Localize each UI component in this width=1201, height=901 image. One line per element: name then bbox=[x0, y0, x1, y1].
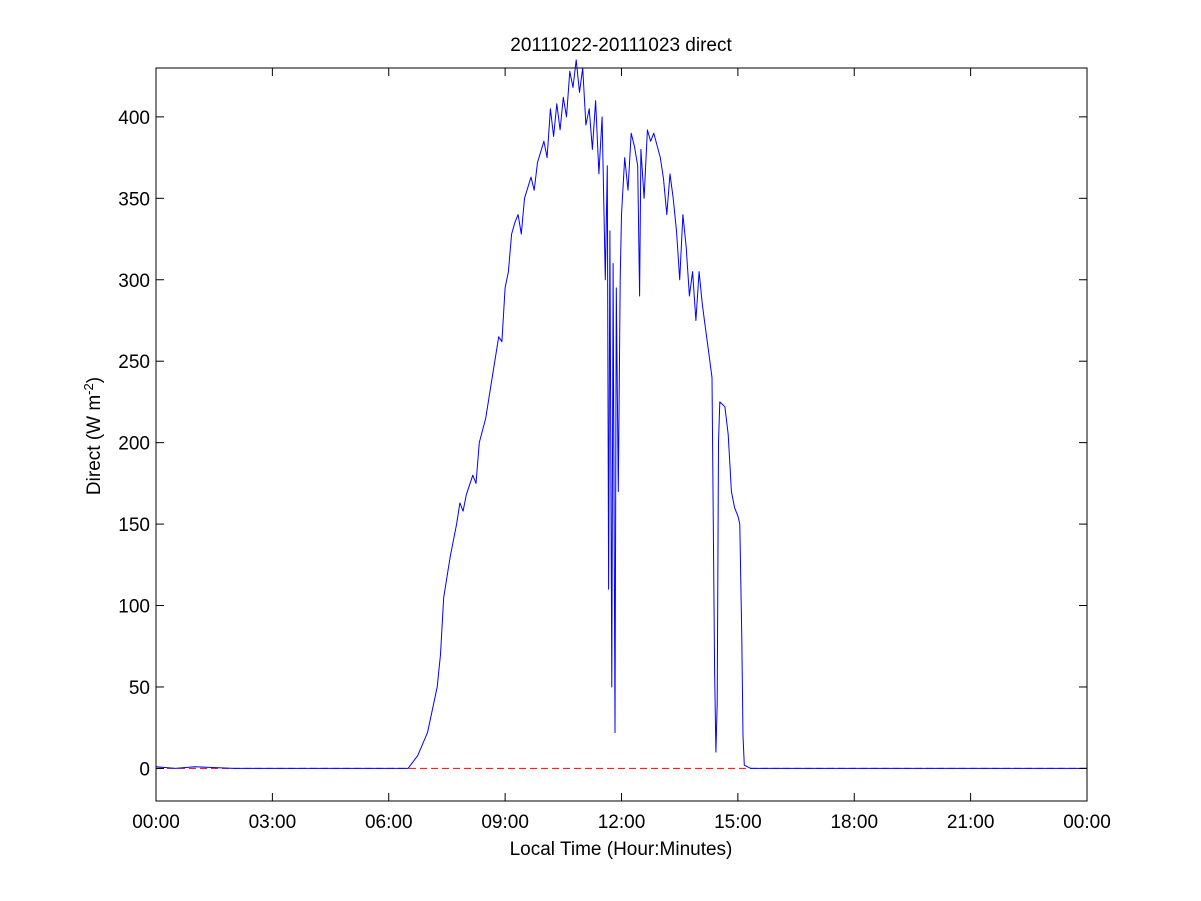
series-line-0 bbox=[155, 59, 1087, 769]
plot-area bbox=[156, 68, 1087, 801]
x-tick-label: 00:00 bbox=[132, 812, 180, 833]
x-tick-label: 09:00 bbox=[481, 812, 529, 833]
x-tick-label: 12:00 bbox=[598, 812, 646, 833]
x-axis: 00:00 03:00 06:00 09:00 12:00 15:00 18:00 21:00… bbox=[132, 68, 1111, 833]
y-tick-label: 350 bbox=[118, 189, 150, 210]
y-tick-label: 200 bbox=[118, 434, 150, 455]
x-tick-label: 18:00 bbox=[830, 812, 878, 833]
y-axis-label-main: Direct (W m bbox=[84, 395, 105, 495]
y-axis: 0 50 100 150 200 250 300 350 400 bbox=[118, 108, 1087, 780]
y-tick-label: 400 bbox=[118, 108, 150, 129]
x-axis-label: Local Time (Hour:Minutes) bbox=[510, 839, 733, 860]
series-layer bbox=[155, 59, 1087, 769]
y-tick-label: 100 bbox=[118, 597, 150, 618]
x-tick-label: 06:00 bbox=[365, 812, 413, 833]
x-tick-label: 15:00 bbox=[714, 812, 762, 833]
x-tick-label: 00:00 bbox=[1063, 812, 1111, 833]
y-tick-label: 300 bbox=[118, 271, 150, 292]
y-tick-label: 0 bbox=[139, 759, 150, 780]
x-tick-label: 21:00 bbox=[947, 812, 995, 833]
y-axis-label-close: ) bbox=[84, 377, 105, 383]
chart-title: 20111022-20111023 direct bbox=[510, 35, 732, 56]
y-tick-label: 250 bbox=[118, 352, 150, 373]
y-axis-label: Direct (W m-2) bbox=[81, 377, 106, 495]
x-tick-label: 03:00 bbox=[249, 812, 297, 833]
y-tick-label: 50 bbox=[129, 678, 150, 699]
y-axis-label-superscript: -2 bbox=[81, 383, 96, 395]
y-tick-label: 150 bbox=[118, 515, 150, 536]
